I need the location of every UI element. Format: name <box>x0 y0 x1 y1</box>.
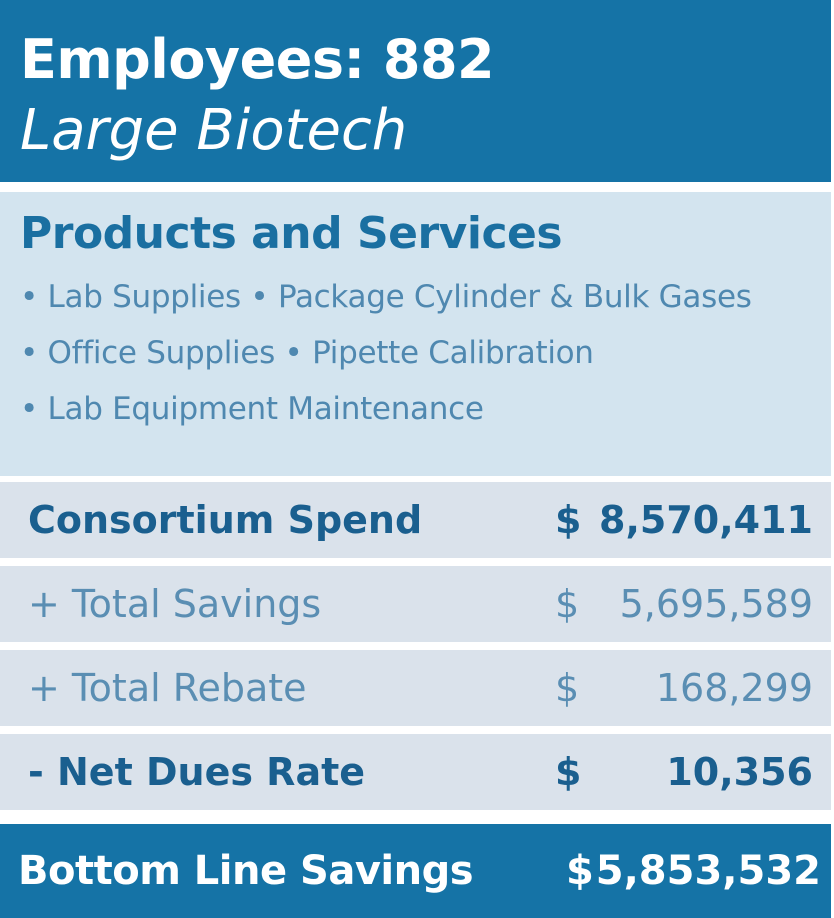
products-line: • Office Supplies • Pipette Calibration <box>20 335 594 371</box>
row-label: + Total Rebate <box>28 666 307 710</box>
products-section: Products and Services • Lab Supplies • P… <box>0 192 831 476</box>
row-label: + Total Savings <box>28 582 322 626</box>
row-amount: 168,299 <box>655 666 813 710</box>
total-savings-row: + Total Savings $ 5,695,589 <box>0 566 831 642</box>
total-rebate-row: + Total Rebate $ 168,299 <box>0 650 831 726</box>
row-amount: 10,356 <box>666 750 813 794</box>
row-amount: 8,570,411 <box>599 498 813 542</box>
currency-symbol: $ <box>566 848 594 894</box>
bottom-line-banner: Bottom Line Savings $ 5,853,532 <box>0 824 831 918</box>
currency-symbol: $ <box>555 582 580 626</box>
row-label: Consortium Spend <box>28 498 423 542</box>
products-title: Products and Services <box>20 208 563 259</box>
bottom-line-amount: 5,853,532 <box>595 848 821 894</box>
row-label: - Net Dues Rate <box>28 750 366 794</box>
employee-count: Employees: 882 <box>20 28 495 91</box>
products-line: • Lab Equipment Maintenance <box>20 391 484 427</box>
header-banner: Employees: 882 Large Biotech <box>0 0 831 182</box>
currency-symbol: $ <box>555 666 580 710</box>
company-type: Large Biotech <box>20 98 408 163</box>
products-line: • Lab Supplies • Package Cylinder & Bulk… <box>20 279 752 315</box>
row-amount: 5,695,589 <box>619 582 813 626</box>
net-dues-rate-row: - Net Dues Rate $ 10,356 <box>0 734 831 810</box>
currency-symbol: $ <box>555 750 582 794</box>
consortium-spend-row: Consortium Spend $ 8,570,411 <box>0 482 831 558</box>
bottom-line-label: Bottom Line Savings <box>18 848 474 894</box>
currency-symbol: $ <box>555 498 582 542</box>
